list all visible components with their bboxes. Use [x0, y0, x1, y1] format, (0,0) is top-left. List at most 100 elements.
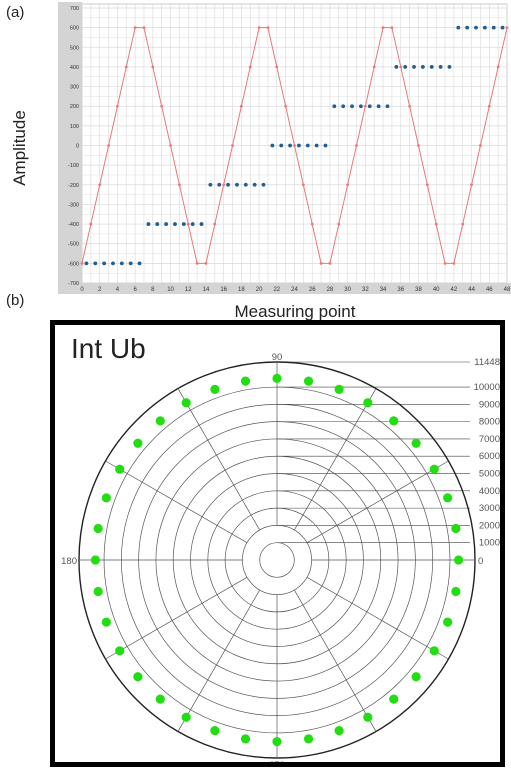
- y-tick-label: 600: [70, 26, 79, 32]
- step-point: [190, 222, 195, 226]
- x-tick-label: 24: [291, 287, 298, 293]
- triangle-point: [479, 144, 482, 147]
- triangle-point: [116, 104, 119, 108]
- triangle-point: [372, 65, 376, 69]
- polar-data-point: [240, 734, 251, 744]
- step-point: [323, 143, 328, 148]
- triangle-point: [319, 261, 323, 265]
- polar-data-point: [101, 493, 111, 503]
- step-point: [111, 261, 115, 266]
- step-point: [314, 143, 319, 148]
- polar-ring: [242, 525, 312, 595]
- triangle-point: [239, 104, 243, 108]
- polar-grid: [78, 361, 476, 759]
- polar-spoke: [177, 388, 261, 531]
- step-point: [341, 104, 346, 109]
- triangle-point: [160, 104, 164, 108]
- triangle-point: [487, 104, 491, 108]
- x-tick-label: 4: [116, 287, 120, 293]
- y-tick-label: 700: [70, 6, 79, 12]
- polar-data-point: [454, 555, 464, 565]
- polar-chart-frame: 11448 10000 9000 8000 7000 6000 5000 4000 3000 20…: [50, 320, 505, 767]
- radial-tick-label: 9000: [479, 399, 500, 410]
- step-point: [376, 104, 381, 109]
- polar-data-point: [93, 523, 103, 534]
- x-tick-label: 0: [80, 287, 84, 293]
- chart-series: [80, 25, 509, 266]
- triangle-point: [257, 26, 261, 30]
- triangle-point: [124, 65, 128, 69]
- polar-data-point: [115, 646, 125, 656]
- polar-data-point: [389, 694, 399, 704]
- step-point: [243, 182, 248, 187]
- polar-data-point: [272, 737, 282, 747]
- polar-data-point: [363, 398, 373, 408]
- radial-tick-label: 6000: [479, 451, 500, 462]
- triangle-point: [89, 222, 93, 226]
- triangle-point: [195, 261, 199, 265]
- x-tick-label: 10: [167, 287, 174, 293]
- triangle-point: [496, 65, 500, 69]
- polar-data-point: [210, 384, 220, 394]
- triangle-point: [363, 104, 367, 108]
- polar-spoke: [306, 576, 449, 660]
- step-point: [261, 182, 266, 187]
- step-point: [465, 25, 470, 30]
- step-point: [146, 222, 151, 226]
- x-tick-label: 22: [273, 287, 280, 293]
- step-point: [500, 25, 505, 30]
- triangle-point: [80, 261, 84, 265]
- step-point: [412, 65, 416, 69]
- step-point: [252, 182, 257, 187]
- y-tick-label: -300: [68, 202, 79, 208]
- polar-data-point: [334, 384, 344, 394]
- step-point: [394, 65, 399, 69]
- y-tick-label: -500: [68, 242, 79, 248]
- polar-chart: 1144810000900080007000600050004000300020…: [61, 352, 500, 762]
- triangle-point: [177, 183, 181, 187]
- triangle-point: [346, 183, 350, 187]
- step-point: [173, 222, 177, 226]
- polar-data-point: [429, 464, 439, 474]
- step-point: [279, 143, 284, 148]
- radial-tick-label: 3000: [479, 503, 500, 514]
- step-point: [84, 261, 89, 266]
- x-tick-label: 48: [504, 287, 511, 293]
- polar-data-point: [451, 586, 461, 597]
- y-tick-label: 500: [70, 45, 79, 51]
- chart-grid: [58, 2, 511, 294]
- triangle-point: [301, 183, 305, 187]
- radial-tick-label: 8000: [479, 417, 500, 428]
- polar-data-point: [443, 493, 453, 503]
- triangle-point: [381, 26, 385, 30]
- polar-data-point: [389, 416, 399, 426]
- triangle-point: [293, 144, 296, 147]
- step-point: [429, 65, 434, 69]
- y-tick-label: -200: [68, 183, 79, 189]
- polar-data-point: [443, 617, 453, 627]
- triangle-point: [275, 65, 279, 69]
- step-point: [270, 143, 275, 148]
- polar-data-point: [133, 672, 143, 682]
- polar-data-point: [411, 672, 421, 682]
- triangle-point: [204, 261, 208, 265]
- x-tick-label: 18: [238, 287, 245, 293]
- triangle-point: [310, 222, 314, 226]
- triangle-point: [390, 26, 394, 30]
- y-tick-label: -700: [68, 281, 79, 287]
- polar-data-point: [115, 464, 125, 474]
- x-tick-label: 14: [203, 287, 210, 293]
- radial-tick-label: 1000: [479, 538, 500, 549]
- radial-tick-label: 10000: [474, 382, 500, 393]
- step-point: [438, 65, 443, 69]
- y-tick-label: -600: [68, 261, 79, 267]
- panel-a-label: (a): [6, 4, 25, 21]
- x-tick-label: 38: [415, 287, 422, 293]
- x-tick-label: 44: [468, 287, 475, 293]
- polar-data-point: [101, 617, 111, 627]
- step-point: [420, 65, 425, 69]
- step-point: [164, 222, 169, 226]
- polar-spoke: [293, 589, 377, 732]
- step-point: [350, 104, 354, 109]
- polar-spoke: [177, 589, 261, 732]
